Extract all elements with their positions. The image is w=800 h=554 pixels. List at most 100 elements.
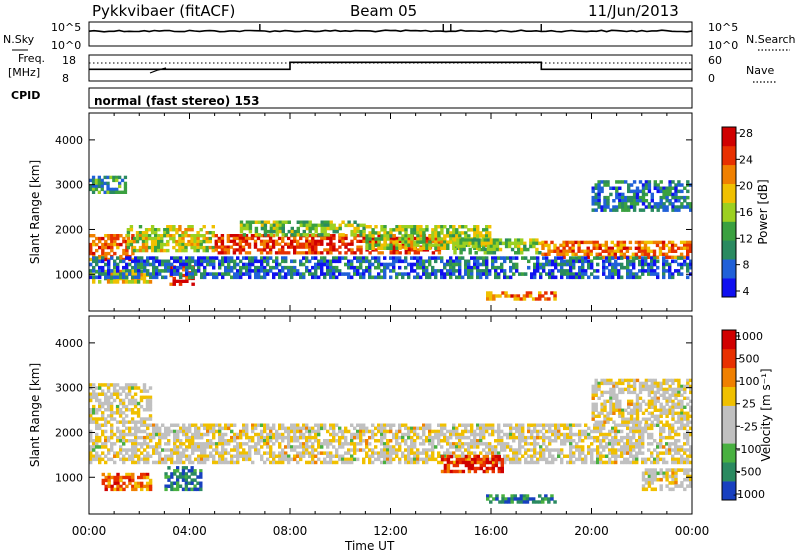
- heatmap-cell: [498, 238, 503, 242]
- heatmap-cell: [449, 240, 453, 244]
- heatmap-cell: [368, 231, 372, 235]
- heatmap-cell: [562, 243, 566, 248]
- heatmap-cell: [446, 429, 450, 434]
- heatmap-cell: [464, 234, 468, 238]
- heatmap-cell: [541, 497, 545, 501]
- heatmap-cell: [428, 442, 432, 446]
- heatmap-cell: [606, 183, 610, 187]
- heatmap-cell: [101, 236, 105, 241]
- heatmap-cell: [374, 275, 378, 280]
- heatmap-cell: [215, 442, 219, 446]
- heatmap-cell: [591, 408, 595, 412]
- heatmap-cell: [238, 242, 243, 246]
- heatmap-cell: [476, 231, 480, 235]
- heatmap-cell: [539, 262, 543, 267]
- heatmap-cell: [104, 272, 108, 276]
- heatmap-cell: [106, 386, 111, 390]
- heatmap-cell: [188, 259, 192, 264]
- heatmap-cell: [235, 234, 240, 238]
- heatmap-cell: [590, 262, 594, 267]
- heatmap-cell: [455, 259, 459, 264]
- heatmap-cell: [203, 256, 207, 260]
- heatmap-cell: [591, 411, 595, 415]
- heatmap-cell: [274, 242, 279, 246]
- heatmap-cell: [377, 251, 381, 255]
- heatmap-cell: [125, 248, 129, 253]
- heatmap-cell: [275, 229, 279, 234]
- heatmap-cell: [116, 234, 120, 238]
- heatmap-cell: [574, 240, 578, 245]
- heatmap-cell: [136, 420, 141, 424]
- heatmap-cell: [503, 256, 507, 260]
- heatmap-cell: [383, 262, 387, 267]
- heatmap-cell: [486, 497, 490, 501]
- heatmap-cell: [176, 466, 180, 470]
- heatmap-cell: [112, 187, 116, 192]
- heatmap-cell: [626, 460, 630, 465]
- heatmap-cell: [241, 236, 246, 241]
- heatmap-cell: [365, 269, 369, 273]
- heatmap-cell: [242, 429, 246, 434]
- heatmap-cell: [434, 225, 438, 229]
- heatmap-cell: [548, 423, 552, 427]
- heatmap-cell: [456, 244, 460, 249]
- heatmap-cell: [422, 429, 426, 434]
- heatmap-cell: [350, 239, 354, 243]
- heatmap-cell: [296, 245, 300, 249]
- heatmap-cell: [647, 189, 652, 194]
- heatmap-cell: [422, 451, 426, 455]
- heatmap-cell: [196, 242, 200, 247]
- heatmap-cell: [395, 225, 399, 229]
- heatmap-cell: [452, 272, 456, 276]
- heatmap-cell: [464, 423, 468, 427]
- heatmap-cell: [320, 269, 324, 273]
- heatmap-cell: [296, 445, 300, 449]
- heatmap-cell: [106, 187, 110, 192]
- heatmap-cell: [524, 451, 528, 455]
- colorbar-swatch: [722, 259, 736, 279]
- heatmap-cell: [238, 234, 243, 238]
- heatmap-cell: [584, 460, 588, 465]
- heatmap-cell: [377, 259, 381, 264]
- heatmap-cell: [290, 245, 294, 249]
- heatmap-cell: [632, 387, 637, 392]
- heatmap-cell: [281, 426, 285, 431]
- heatmap-cell: [497, 469, 501, 474]
- heatmap-cell: [173, 435, 177, 440]
- heatmap-cell: [380, 451, 384, 455]
- heatmap-cell: [206, 432, 210, 437]
- heatmap-cell: [377, 426, 381, 431]
- heatmap-cell: [184, 228, 188, 232]
- heatmap-cell: [607, 246, 611, 250]
- heatmap-cell: [606, 180, 610, 184]
- heatmap-cell: [362, 272, 366, 276]
- heatmap-cell: [612, 387, 616, 392]
- heatmap-cell: [494, 457, 498, 462]
- heatmap-cell: [217, 236, 221, 241]
- heatmap-cell: [671, 448, 675, 452]
- heatmap-cell: [410, 269, 414, 273]
- heatmap-cell: [266, 435, 270, 440]
- heatmap-cell: [89, 275, 93, 280]
- heatmap-cell: [341, 454, 345, 458]
- heatmap-cell: [223, 245, 228, 249]
- heatmap-cell: [377, 234, 381, 238]
- heatmap-cell: [188, 429, 192, 434]
- heatmap-cell: [118, 411, 123, 415]
- heatmap-cell: [641, 381, 646, 386]
- heatmap-cell: [452, 463, 457, 468]
- heatmap-cell: [293, 454, 297, 458]
- heatmap-cell: [686, 265, 690, 270]
- heatmap-cell: [509, 269, 513, 273]
- heatmap-cell: [144, 245, 149, 250]
- heatmap-cell: [635, 420, 640, 424]
- heatmap-cell: [155, 445, 159, 449]
- heatmap-cell: [281, 265, 285, 270]
- heatmap-cell: [416, 259, 420, 264]
- heatmap-cell: [89, 435, 93, 440]
- heatmap-cell: [458, 460, 463, 465]
- heatmap-cell: [359, 432, 363, 437]
- heatmap-cell: [683, 199, 687, 203]
- heatmap-cell: [680, 265, 684, 270]
- heatmap-cell: [674, 189, 678, 194]
